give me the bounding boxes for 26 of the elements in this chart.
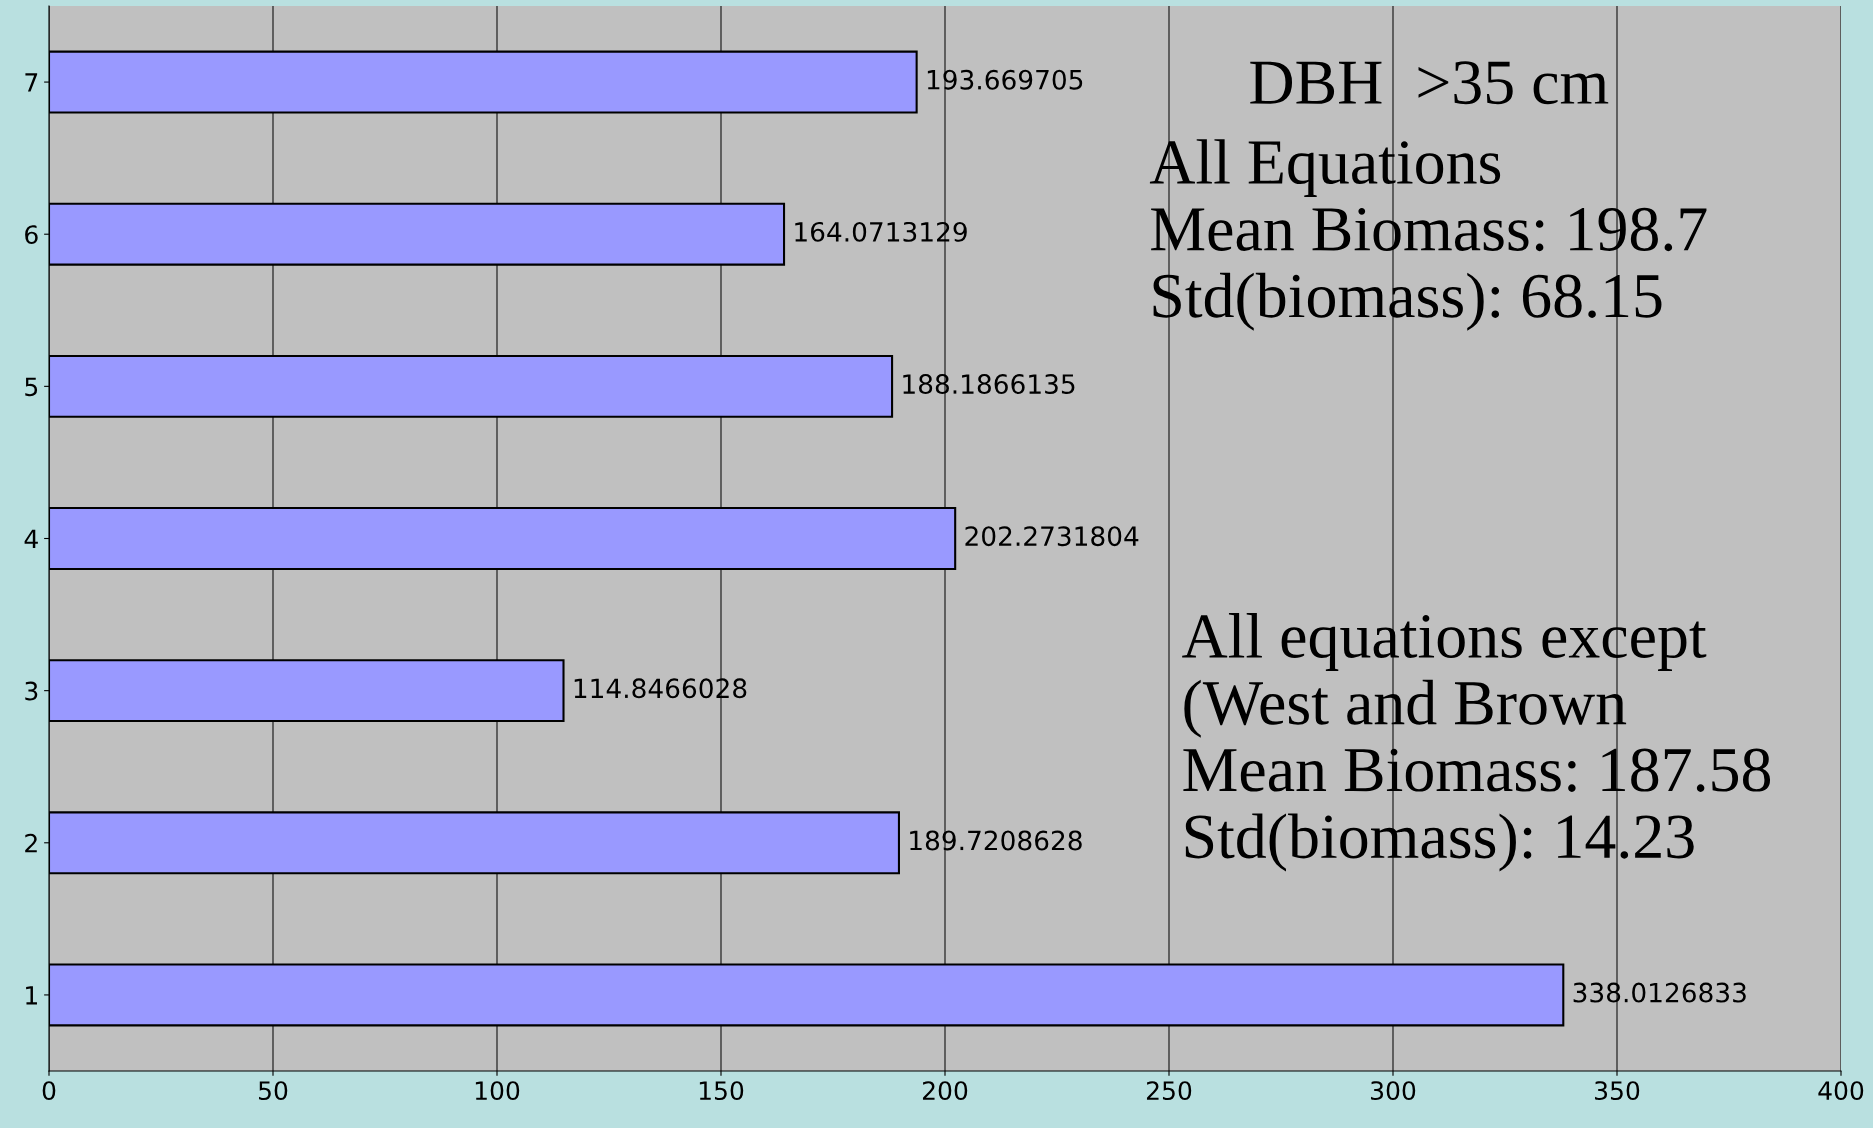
data-label: 193.669705	[927, 69, 1083, 90]
data-label: 338.0126833	[1573, 982, 1746, 1003]
x-tick-label: 150	[699, 1081, 744, 1101]
y-tick-label: 3	[25, 681, 38, 701]
data-label: 188.1866135	[903, 374, 1075, 395]
y-tick-label: 1	[26, 986, 37, 1005]
y-tick-label: 6	[25, 225, 38, 245]
data-label: 164.0713129	[795, 221, 967, 242]
x-tick-label: 350	[1595, 1081, 1640, 1101]
annotation: DBH >35 cm	[1250, 61, 1609, 105]
x-tick-label: 50	[259, 1081, 288, 1101]
y-tick-label: 2	[25, 833, 37, 853]
x-tick-label: 200	[922, 1081, 968, 1101]
x-tick-label: 100	[475, 1081, 520, 1101]
y-tick-label: 5	[25, 377, 38, 397]
x-tick-label: 250	[1146, 1081, 1192, 1101]
data-label: 202.2731804	[965, 526, 1139, 547]
x-tick-label: 400	[1818, 1081, 1864, 1101]
y-tick-label: 7	[25, 73, 38, 92]
data-label: 114.8466028	[574, 678, 747, 699]
y-tick-label: 4	[24, 529, 38, 548]
x-tick-label: 300	[1371, 1081, 1416, 1101]
annotation: All Equations Mean Biomass: 198.7 Std(biomass): 68.15	[1149, 139, 1707, 331]
annotation: All equations except (West and Brown Mean Biomass: 187.58 Std(biomass): 14.23	[1182, 613, 1771, 872]
data-label: 189.7208628	[910, 830, 1082, 851]
x-tick-label: 0	[42, 1081, 56, 1101]
